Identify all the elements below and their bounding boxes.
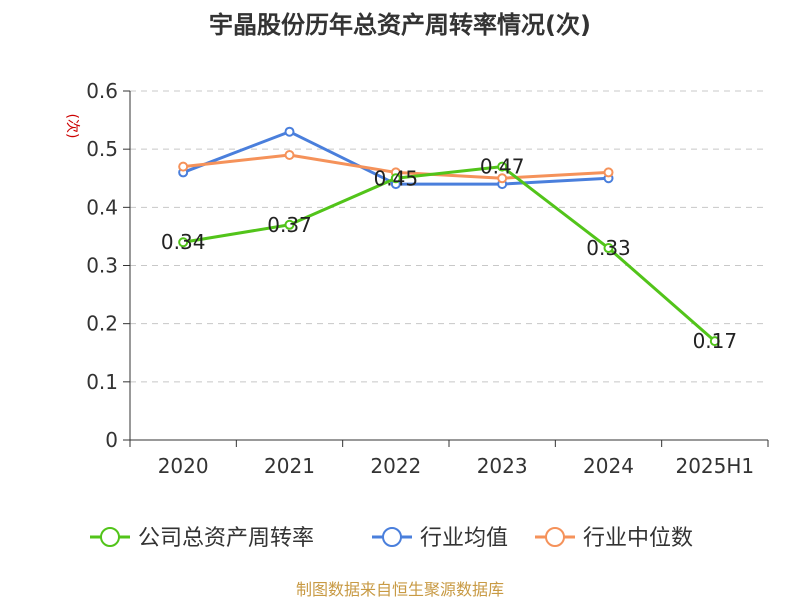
- x-tick-label-5: 2025H1: [675, 454, 754, 478]
- x-tick-label-0: 2020: [158, 454, 209, 478]
- data-label-4: 0.33: [586, 236, 631, 260]
- series-2-point-3: [497, 173, 508, 184]
- series-2-point-0: [178, 161, 189, 172]
- y-tick-label-1: 0.1: [86, 370, 118, 394]
- legend-label-0: 公司总资产周转率: [138, 526, 314, 551]
- y-tick-label-4: 0.4: [86, 195, 118, 219]
- series-lines: [178, 126, 720, 347]
- legend-item-0[interactable]: 公司总资产周转率: [90, 526, 314, 551]
- series-0-point-0: [178, 237, 189, 248]
- series-2-point-4: [603, 167, 614, 178]
- source-note: 制图数据来自恒生聚源数据库: [296, 580, 504, 599]
- y-tick-label-6: 0.6: [86, 79, 118, 103]
- series-0-point-5: [709, 336, 720, 347]
- x-tick-label-3: 2023: [477, 454, 528, 478]
- data-label-2: 0.45: [374, 166, 419, 190]
- data-label-0: 0.34: [161, 230, 206, 254]
- y-axis-label: (次): [64, 114, 80, 139]
- series-2-point-1: [284, 149, 295, 160]
- data-labels: 0.34 0.37 0.45 0.47 0.33 0.17: [161, 155, 737, 354]
- legend-swatch-marker-2: [545, 527, 565, 547]
- legend-swatch-marker-0: [100, 527, 120, 547]
- x-tick-label-4: 2024: [583, 454, 634, 478]
- data-label-1: 0.37: [267, 213, 312, 237]
- y-tick-label-3: 0.3: [86, 254, 118, 278]
- data-label-5: 0.17: [693, 329, 738, 353]
- series-1-point-1: [284, 126, 295, 137]
- chart-title: 宇晶股份历年总资产周转率情况(次): [209, 11, 591, 39]
- y-tick-label-0: 0: [105, 428, 118, 452]
- series-0-point-4: [603, 243, 614, 254]
- series-line-0: [182, 165, 716, 343]
- axes: 0 0.1 0.2 0.3 0.4 0.5 0.6 2020 2021 2022 2023 2024 2…: [86, 79, 769, 478]
- x-tick-label-1: 2021: [264, 454, 315, 478]
- legend: 公司总资产周转率 行业均值 行业中位数: [90, 526, 693, 551]
- x-tick-label-2: 2022: [370, 454, 421, 478]
- legend-swatch-marker-1: [382, 527, 402, 547]
- y-tick-label-2: 0.2: [86, 312, 118, 336]
- series-0-point-2: [390, 173, 401, 184]
- legend-label-2: 行业中位数: [583, 526, 693, 551]
- series-0-point-3: [497, 161, 508, 172]
- grid-lines: [130, 90, 768, 383]
- series-0-point-1: [284, 219, 295, 230]
- data-label-3: 0.47: [480, 155, 525, 179]
- y-tick-label-5: 0.5: [86, 137, 118, 161]
- legend-item-1[interactable]: 行业均值: [372, 526, 508, 551]
- legend-item-2[interactable]: 行业中位数: [535, 526, 693, 551]
- legend-label-1: 行业均值: [420, 526, 508, 551]
